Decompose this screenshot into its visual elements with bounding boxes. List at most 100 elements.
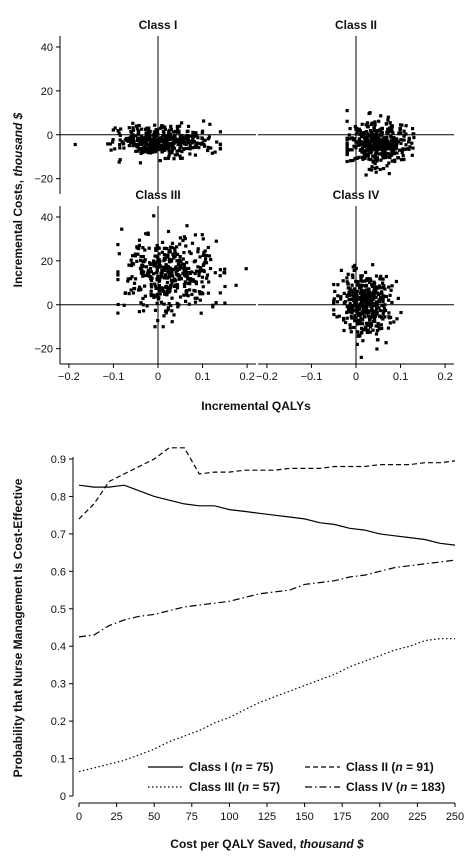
scatter-point: [153, 123, 157, 127]
scatter-point: [379, 158, 383, 162]
panel-title: Class III: [135, 188, 180, 202]
scatter-point: [162, 246, 166, 250]
scatter-point: [403, 147, 407, 151]
scatter-point: [130, 130, 134, 134]
scatter-point: [167, 130, 171, 134]
y-tick-label: −20: [34, 174, 53, 186]
scatter-point: [106, 142, 110, 146]
scatter-point: [158, 278, 162, 282]
scatter-point: [371, 159, 375, 163]
scatter-point: [378, 141, 383, 145]
scatter-point: [367, 323, 371, 327]
scatter-point: [131, 139, 135, 144]
scatter-point: [165, 266, 169, 270]
scatter-point: [178, 154, 182, 158]
scatter-point: [203, 138, 207, 142]
scatter-point: [144, 140, 148, 144]
scatter-point: [374, 332, 379, 336]
scatter-point: [360, 146, 365, 150]
scatter-point: [181, 135, 185, 139]
scatter-point: [364, 270, 368, 274]
scatter-point: [131, 262, 136, 266]
scatter-point: [190, 134, 194, 138]
scatter-point: [161, 134, 165, 138]
scatter-point: [149, 270, 153, 274]
scatter-point: [374, 285, 378, 289]
scatter-point: [143, 145, 147, 149]
line-x-axis-title-main: Cost per QALY Saved,: [170, 837, 299, 851]
scatter-point: [356, 283, 360, 287]
scatter-point: [175, 130, 179, 134]
scatter-point: [149, 285, 154, 289]
legend-close: ): [430, 760, 434, 774]
scatter-point: [359, 140, 363, 144]
scatter-point: [174, 289, 178, 293]
scatter-point: [370, 312, 375, 317]
scatter-point: [332, 312, 336, 317]
scatter-point: [367, 157, 371, 161]
scatter-point: [162, 276, 166, 280]
scatter-point: [382, 167, 386, 171]
scatter-point: [380, 126, 384, 130]
scatter-panel: Class III −20 0 20 40 −0.2 −0.1 0 0.1 0.2: [34, 188, 256, 383]
scatter-point: [366, 146, 370, 150]
scatter-point: [139, 136, 143, 140]
scatter-point: [350, 283, 354, 287]
scatter-point: [145, 138, 149, 142]
scatter-point: [359, 141, 363, 146]
scatter-point: [359, 355, 363, 359]
scatter-point: [381, 299, 385, 304]
x-tick-label: 75: [186, 811, 198, 823]
scatter-point: [194, 131, 198, 136]
scatter-point: [354, 127, 358, 131]
scatter-point: [185, 289, 189, 293]
scatter-point: [364, 284, 368, 288]
scatter-point: [156, 319, 160, 323]
scatter-point: [379, 131, 383, 135]
scatter-point: [145, 142, 149, 146]
scatter-point: [188, 271, 192, 275]
scatter-point: [184, 267, 188, 271]
scatter-point: [162, 143, 166, 147]
scatter-point: [141, 296, 145, 301]
scatter-point: [185, 224, 189, 228]
scatter-point: [360, 326, 364, 330]
scatter-point: [365, 295, 369, 299]
scatter-point: [352, 137, 356, 141]
scatter-point: [352, 144, 356, 148]
scatter-point: [161, 325, 165, 329]
scatter-point: [188, 144, 192, 148]
scatter-point: [391, 146, 395, 150]
scatter-point: [214, 239, 218, 243]
scatter-point: [371, 263, 375, 267]
y-tick-label: 40: [41, 42, 53, 54]
scatter-point: [135, 142, 139, 147]
scatter-point: [376, 338, 380, 342]
scatter-point: [402, 129, 406, 133]
scatter-point: [208, 122, 212, 126]
scatter-point: [346, 310, 350, 314]
scatter-point: [162, 302, 166, 306]
scatter-point: [167, 260, 172, 264]
scatter-point: [406, 147, 410, 151]
scatter-point: [127, 263, 131, 267]
scatter-point: [206, 137, 210, 141]
scatter-point: [163, 257, 167, 262]
scatter-point: [163, 274, 168, 278]
scatter-point: [158, 159, 162, 163]
scatter-point: [375, 291, 380, 295]
scatter-point: [348, 289, 352, 293]
scatter-point: [357, 297, 361, 301]
scatter-point: [353, 125, 357, 129]
scatter-point: [179, 260, 183, 264]
scatter-point: [144, 265, 148, 269]
scatter-point: [187, 302, 191, 306]
legend-n-symbol: n: [235, 760, 242, 774]
scatter-point: [345, 137, 349, 141]
scatter-point: [361, 339, 365, 343]
scatter-point: [379, 274, 383, 278]
scatter-point: [171, 144, 175, 148]
scatter-point: [385, 137, 389, 141]
scatter-point: [195, 296, 199, 300]
scatter-point: [166, 255, 170, 259]
